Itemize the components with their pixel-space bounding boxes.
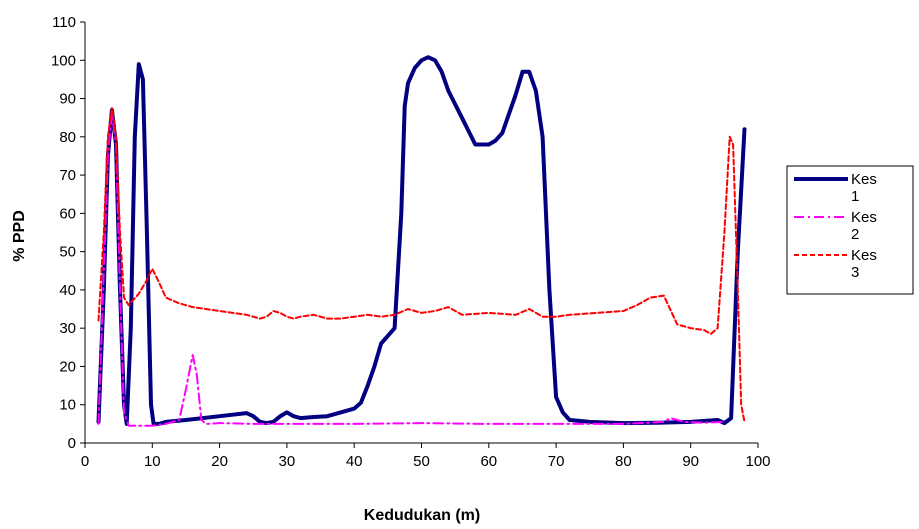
series-line-3 bbox=[97, 107, 746, 423]
x-tick-label: 10 bbox=[144, 453, 161, 470]
x-tick-label: 60 bbox=[480, 453, 497, 470]
tick-labels: 0 10 20 30 40 50 60 70 80 90 100 110 0 10 20 30 40 50 60 70… bbox=[51, 14, 771, 470]
plot-lines bbox=[96, 55, 747, 427]
y-tick-label: 90 bbox=[59, 91, 76, 108]
x-axis-label: Kedudukan (m) bbox=[364, 507, 480, 524]
y-tick-label: 110 bbox=[52, 14, 76, 31]
x-tick-label: 40 bbox=[346, 453, 363, 470]
legend-label-3: Kes 3 bbox=[851, 247, 877, 281]
x-tick-label: 70 bbox=[548, 453, 565, 470]
legend: Kes 1 Kes 2 Kes 3 bbox=[786, 165, 914, 295]
x-tick-label: 50 bbox=[413, 453, 430, 470]
y-tick-label: 70 bbox=[59, 167, 76, 184]
legend-label-2: Kes 2 bbox=[851, 209, 877, 243]
x-tick-label: 90 bbox=[682, 453, 699, 470]
legend-label-1: Kes 1 bbox=[851, 171, 877, 205]
legend-box bbox=[786, 165, 914, 295]
x-tick-label: 80 bbox=[615, 453, 632, 470]
y-tick-label: 30 bbox=[59, 320, 76, 337]
y-tick-label: 20 bbox=[59, 358, 76, 375]
y-tick-label: 0 bbox=[68, 435, 76, 452]
series-line-2 bbox=[97, 112, 726, 427]
y-axis-label: % PPD bbox=[11, 210, 28, 262]
y-tick-label: 10 bbox=[59, 397, 76, 414]
y-tick-label: 100 bbox=[51, 52, 76, 69]
axes bbox=[80, 21, 759, 448]
y-tick-label: 60 bbox=[59, 205, 76, 222]
y-tick-label: 80 bbox=[59, 129, 76, 146]
x-tick-label: 30 bbox=[279, 453, 296, 470]
y-tick-label: 40 bbox=[59, 282, 76, 299]
x-tick-label: 20 bbox=[211, 453, 228, 470]
series-line-1 bbox=[96, 55, 747, 426]
y-tick-label: 50 bbox=[59, 244, 76, 261]
x-tick-label: 0 bbox=[81, 453, 89, 470]
x-tick-label: 100 bbox=[745, 453, 770, 470]
